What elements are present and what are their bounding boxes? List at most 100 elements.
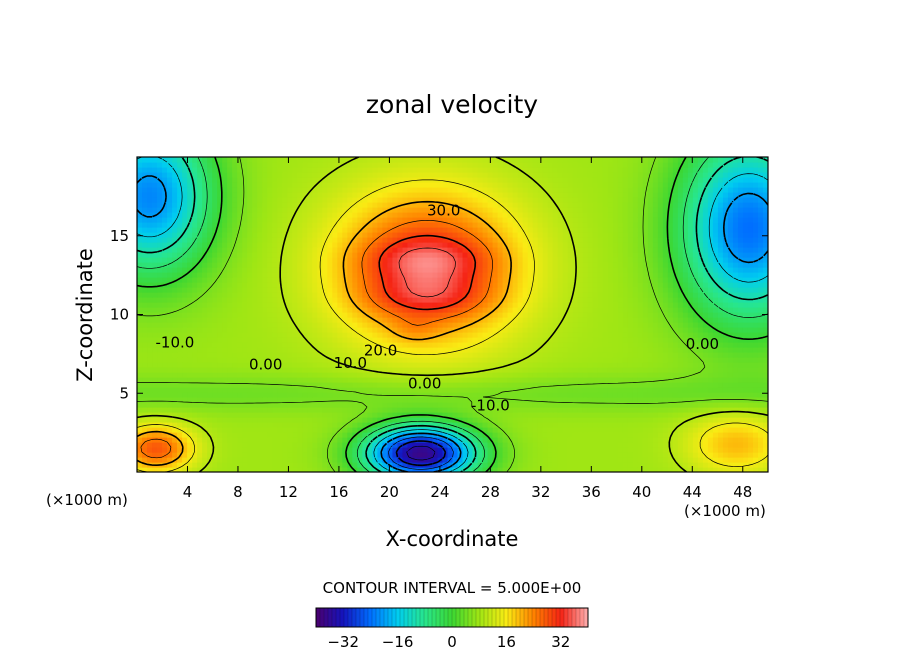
field-cell	[542, 457, 549, 463]
field-cell	[187, 427, 193, 433]
field-cell	[442, 332, 449, 338]
field-cell	[192, 337, 198, 343]
field-cell	[207, 367, 213, 373]
field-cell	[212, 402, 218, 408]
field-cell	[607, 352, 614, 358]
field-cell	[562, 292, 569, 298]
field-cell	[207, 427, 213, 433]
field-cell	[227, 452, 233, 458]
field-cell	[762, 337, 768, 343]
field-cell	[447, 447, 454, 453]
field-cell	[602, 337, 609, 343]
field-cell	[527, 317, 534, 323]
field-cell	[637, 417, 644, 423]
field-cell	[602, 412, 609, 418]
field-cell	[742, 427, 749, 433]
field-cell	[357, 317, 363, 323]
field-cell	[507, 357, 514, 363]
field-cell	[137, 422, 143, 428]
field-cell	[177, 387, 183, 393]
field-cell	[507, 302, 514, 308]
field-cell	[282, 417, 288, 423]
field-cell	[217, 402, 223, 408]
field-cell	[547, 457, 554, 463]
field-cell	[437, 322, 444, 328]
field-cell	[242, 312, 248, 318]
field-cell	[572, 342, 579, 348]
field-cell	[727, 402, 734, 408]
field-cell	[172, 317, 178, 323]
field-cell	[477, 437, 484, 443]
field-cell	[532, 302, 539, 308]
field-cell	[622, 457, 629, 463]
field-cell	[237, 322, 243, 328]
field-cell	[702, 347, 709, 353]
field-cell	[597, 442, 604, 448]
field-cell	[292, 442, 298, 448]
field-cell	[627, 412, 634, 418]
field-cell	[632, 347, 639, 353]
field-cell	[712, 347, 719, 353]
field-cell	[377, 392, 383, 398]
field-cell	[392, 372, 399, 378]
field-cell	[612, 377, 619, 383]
field-cell	[222, 282, 228, 288]
field-cell	[577, 297, 584, 303]
field-cell	[182, 317, 188, 323]
field-cell	[547, 392, 554, 398]
field-cell	[267, 437, 273, 443]
field-cell	[467, 407, 474, 413]
field-cell	[162, 407, 168, 413]
field-cell	[757, 402, 764, 408]
field-cell	[702, 317, 709, 323]
field-cell	[197, 297, 203, 303]
field-cell	[362, 412, 368, 418]
field-cell	[342, 462, 348, 468]
field-cell	[372, 397, 378, 403]
field-cell	[182, 452, 188, 458]
field-cell	[572, 407, 579, 413]
field-cell	[512, 387, 519, 393]
field-cell	[142, 432, 148, 438]
field-cell	[397, 342, 404, 348]
field-cell	[762, 287, 768, 293]
field-cell	[752, 427, 759, 433]
field-cell	[607, 332, 614, 338]
field-cell	[667, 452, 674, 458]
field-cell	[537, 367, 544, 373]
field-cell	[527, 367, 534, 373]
field-cell	[562, 462, 569, 468]
field-cell	[257, 412, 263, 418]
field-cell	[172, 442, 178, 448]
field-cell	[347, 427, 353, 433]
field-cell	[327, 342, 333, 348]
field-cell	[177, 362, 183, 368]
field-cell	[182, 422, 188, 428]
field-cell	[237, 307, 243, 313]
field-cell	[592, 297, 599, 303]
field-cell	[287, 317, 293, 323]
field-cell	[647, 352, 654, 358]
field-cell	[482, 387, 489, 393]
field-cell	[277, 452, 283, 458]
field-cell	[582, 287, 589, 293]
field-cell	[272, 327, 278, 333]
field-cell	[592, 412, 599, 418]
field-cell	[522, 447, 529, 453]
field-cell	[692, 412, 699, 418]
field-cell	[572, 297, 579, 303]
field-cell	[267, 297, 273, 303]
field-cell	[687, 342, 694, 348]
field-cell	[612, 442, 619, 448]
field-cell	[602, 437, 609, 443]
field-cell	[157, 397, 163, 403]
field-cell	[152, 287, 158, 293]
field-cell	[757, 427, 764, 433]
field-cell	[457, 387, 464, 393]
field-cell	[332, 322, 338, 328]
field-cell	[292, 307, 298, 313]
field-cell	[377, 407, 383, 413]
field-cell	[207, 277, 213, 283]
field-cell	[192, 347, 198, 353]
field-cell	[507, 407, 514, 413]
